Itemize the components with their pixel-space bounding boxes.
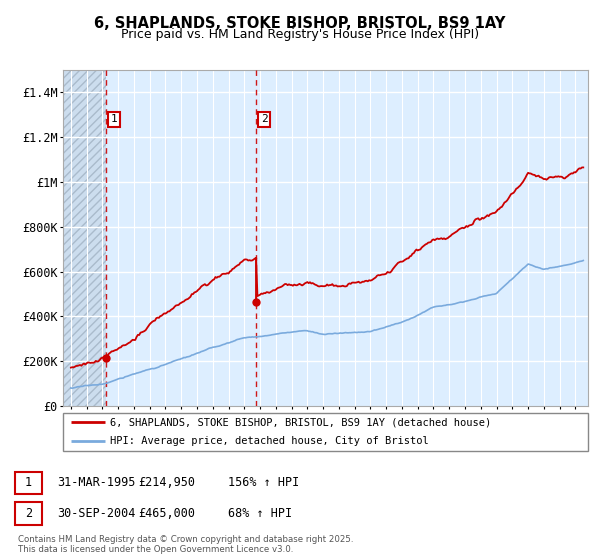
Text: £465,000: £465,000: [138, 507, 195, 520]
Text: 1: 1: [111, 114, 118, 124]
Text: 2: 2: [260, 114, 268, 124]
Text: 31-MAR-1995: 31-MAR-1995: [57, 476, 136, 489]
Text: 30-SEP-2004: 30-SEP-2004: [57, 507, 136, 520]
Text: 6, SHAPLANDS, STOKE BISHOP, BRISTOL, BS9 1AY (detached house): 6, SHAPLANDS, STOKE BISHOP, BRISTOL, BS9…: [110, 417, 491, 427]
Text: 68% ↑ HPI: 68% ↑ HPI: [228, 507, 292, 520]
Bar: [63, 70, 106, 406]
FancyBboxPatch shape: [63, 413, 588, 451]
Text: HPI: Average price, detached house, City of Bristol: HPI: Average price, detached house, City…: [110, 436, 429, 446]
Text: 1: 1: [25, 476, 32, 489]
Text: 156% ↑ HPI: 156% ↑ HPI: [228, 476, 299, 489]
Text: Price paid vs. HM Land Registry's House Price Index (HPI): Price paid vs. HM Land Registry's House …: [121, 28, 479, 41]
Text: £214,950: £214,950: [138, 476, 195, 489]
Text: Contains HM Land Registry data © Crown copyright and database right 2025.
This d: Contains HM Land Registry data © Crown c…: [18, 535, 353, 554]
Text: 6, SHAPLANDS, STOKE BISHOP, BRISTOL, BS9 1AY: 6, SHAPLANDS, STOKE BISHOP, BRISTOL, BS9…: [94, 16, 506, 31]
Text: 2: 2: [25, 507, 32, 520]
